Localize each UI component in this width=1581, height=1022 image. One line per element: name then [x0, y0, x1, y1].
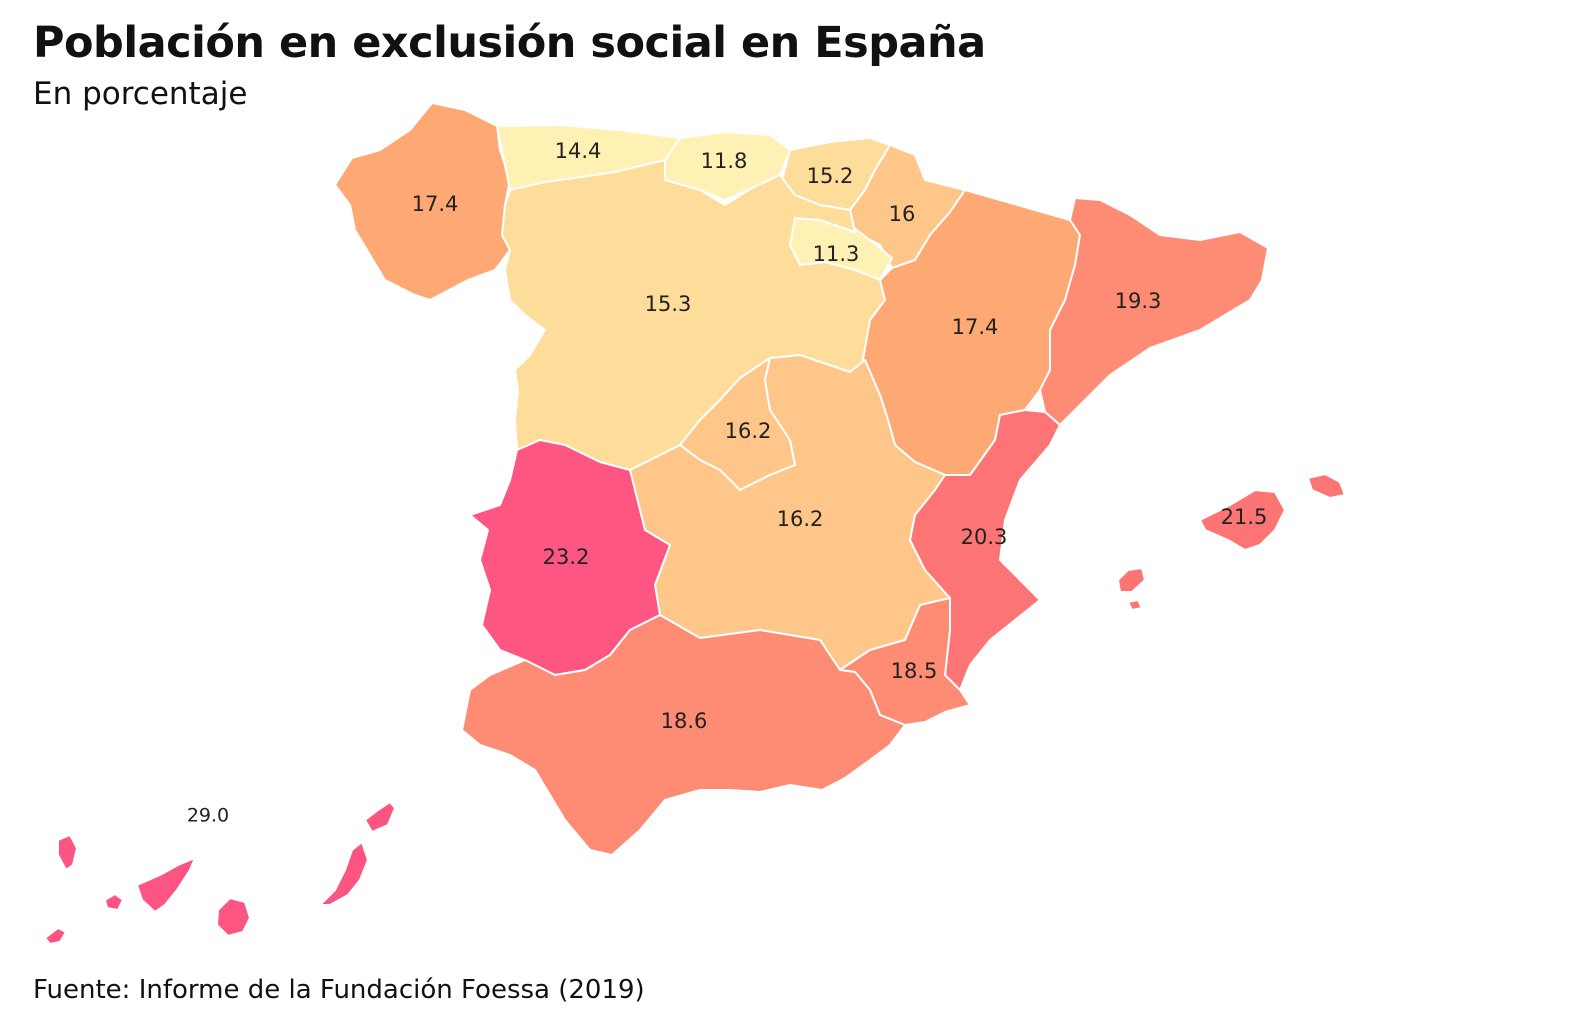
- region-valencia-label: 20.3: [961, 525, 1008, 549]
- region-canarias-label: 29.0: [187, 805, 229, 827]
- region-castilla-leon-label: 15.3: [645, 292, 692, 316]
- region-baleares[interactable]: 21.5: [1117, 473, 1346, 611]
- region-murcia[interactable]: 18.5: [839, 597, 971, 726]
- region-extremadura-label: 23.2: [543, 545, 590, 569]
- canarias-tenerife-shape[interactable]: [136, 857, 196, 913]
- region-navarra-label: 16: [889, 202, 916, 226]
- region-valencia-shape[interactable]: [909, 409, 1061, 691]
- baleares-menorca-shape[interactable]: [1307, 473, 1346, 499]
- baleares-mallorca-shape[interactable]: [1199, 489, 1286, 551]
- region-madrid-label: 16.2: [725, 419, 772, 443]
- region-galicia-label: 17.4: [412, 192, 459, 216]
- map-title: Población en exclusión social en España: [33, 18, 986, 68]
- region-andalucia-shape[interactable]: [461, 614, 906, 856]
- region-cataluna-label: 19.3: [1115, 289, 1162, 313]
- canarias-el-hierro-shape[interactable]: [44, 927, 67, 945]
- region-canarias[interactable]: 29.0: [44, 801, 396, 945]
- baleares-formentera-shape[interactable]: [1127, 599, 1143, 611]
- canarias-gran-canaria-shape[interactable]: [216, 897, 251, 937]
- region-cataluna[interactable]: 19.3: [1039, 197, 1269, 426]
- region-asturias[interactable]: 14.4: [496, 124, 681, 191]
- region-cataluna-shape[interactable]: [1039, 197, 1269, 426]
- canarias-lanzarote-shape[interactable]: [364, 801, 396, 833]
- region-andalucia-label: 18.6: [661, 709, 708, 733]
- region-andalucia[interactable]: 18.6: [461, 614, 906, 856]
- region-asturias-label: 14.4: [555, 139, 602, 163]
- region-baleares-label: 21.5: [1221, 505, 1268, 529]
- region-aragon-label: 17.4: [952, 315, 999, 339]
- canarias-la-palma-shape[interactable]: [57, 834, 78, 871]
- region-pais-vasco-label: 15.2: [807, 164, 854, 188]
- canarias-la-gomera-shape[interactable]: [104, 893, 124, 911]
- source-note: Fuente: Informe de la Fundación Foessa (…: [33, 975, 645, 1005]
- region-castilla-la-mancha-label: 16.2: [777, 507, 824, 531]
- region-galicia[interactable]: 17.4: [334, 102, 511, 301]
- canarias-fuerteventura-shape[interactable]: [319, 841, 369, 906]
- region-cantabria-label: 11.8: [701, 149, 748, 173]
- region-valencia[interactable]: 20.3: [909, 409, 1061, 691]
- region-castilla-la-mancha[interactable]: 16.2: [629, 354, 951, 671]
- region-murcia-label: 18.5: [891, 659, 938, 683]
- baleares-ibiza-shape[interactable]: [1117, 567, 1146, 593]
- map-subtitle: En porcentaje: [33, 76, 248, 112]
- region-murcia-shape[interactable]: [839, 597, 971, 726]
